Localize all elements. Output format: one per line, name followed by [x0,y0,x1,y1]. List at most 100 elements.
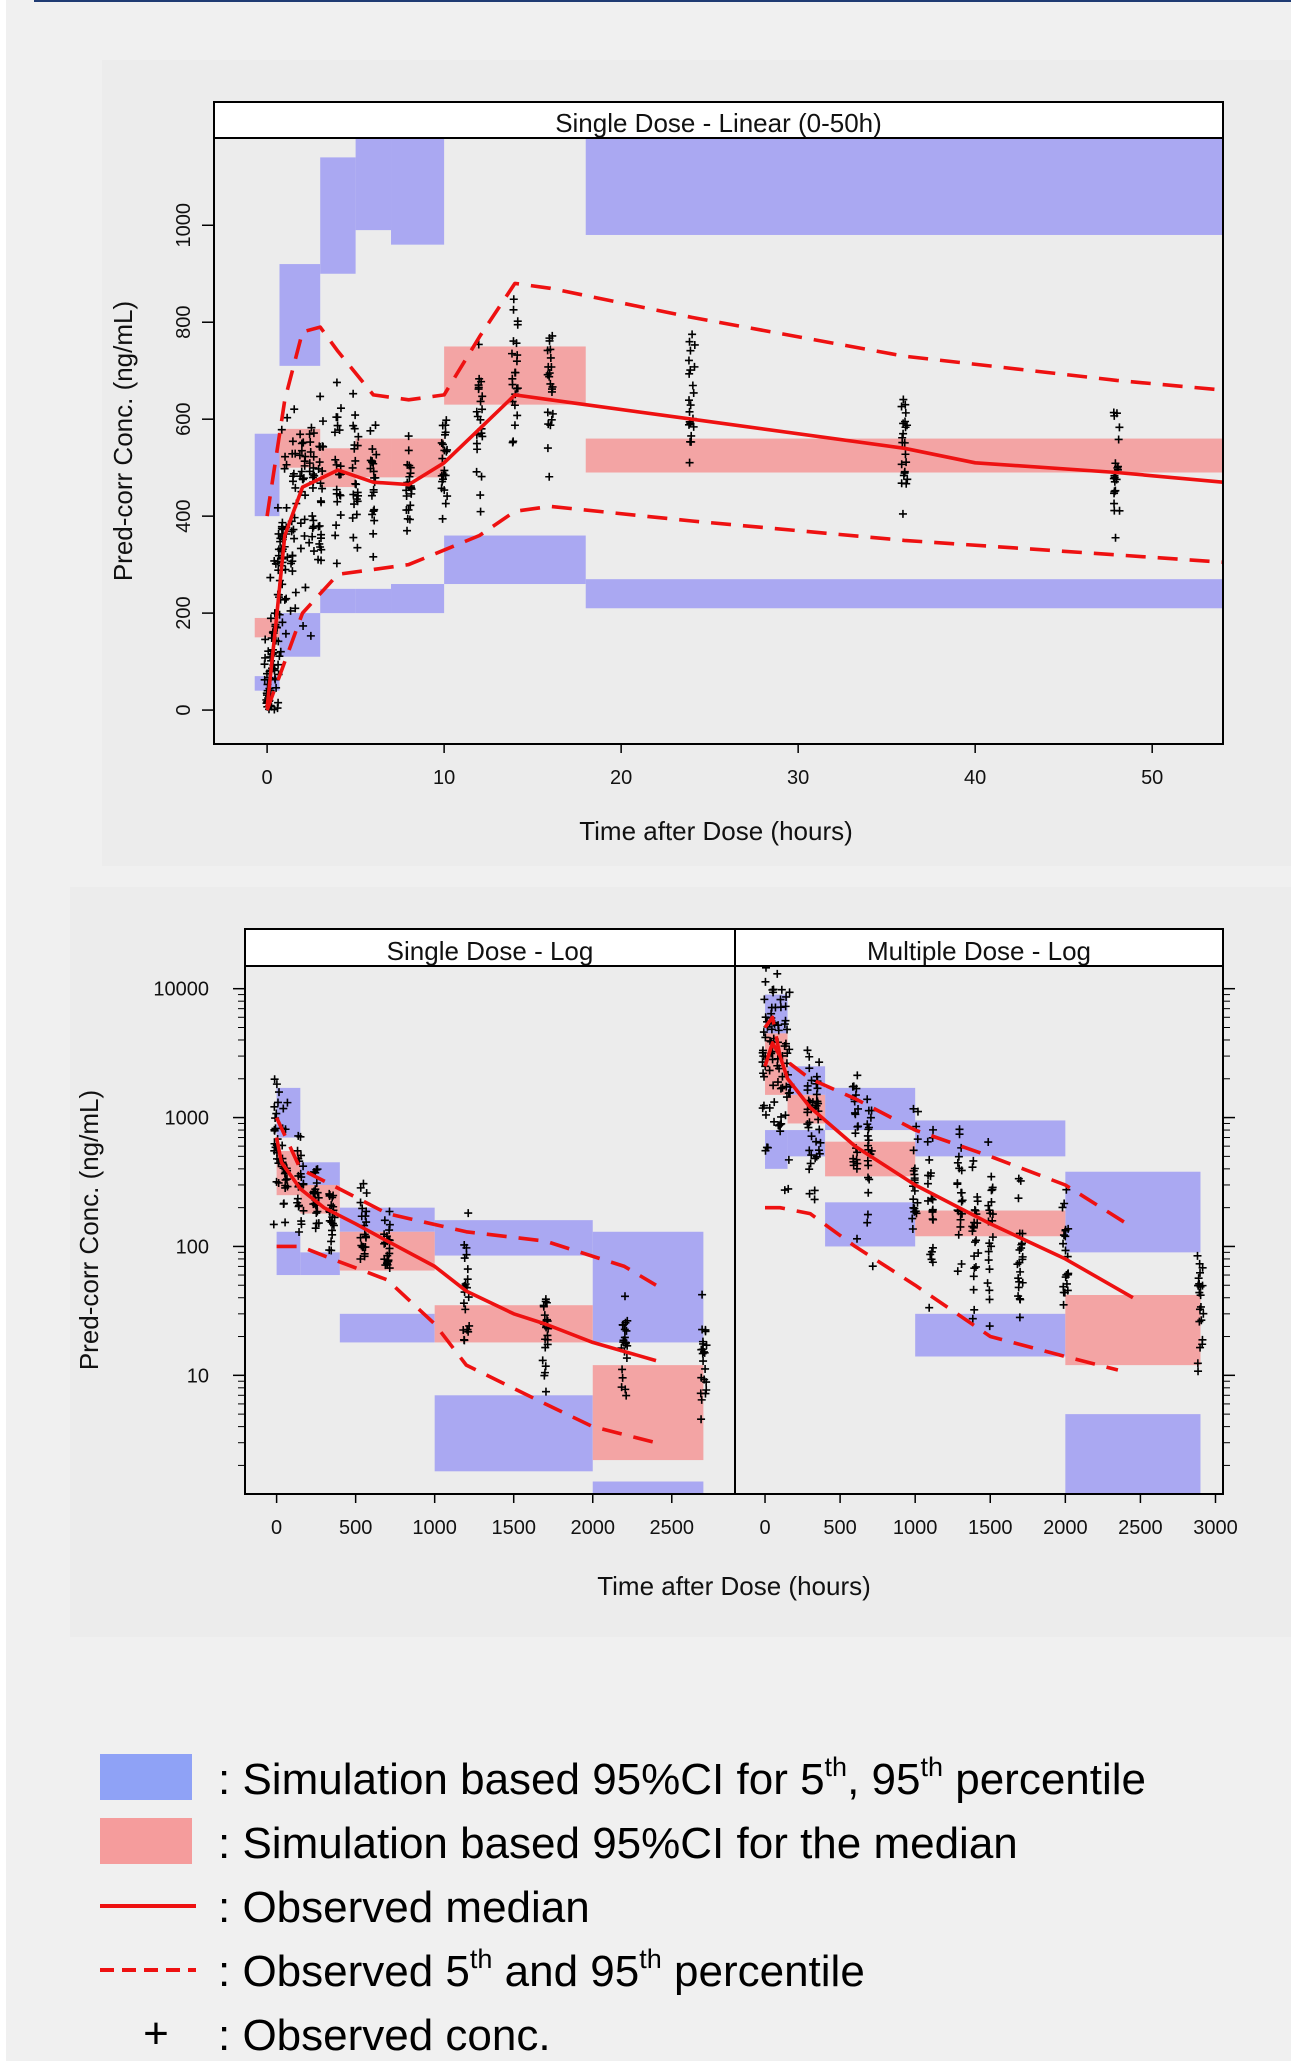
observed-conc-marker [1110,489,1119,498]
observed-conc-marker [291,483,300,492]
observed-conc-marker [773,1078,782,1087]
observed-conc-marker [803,1081,812,1090]
observed-conc-marker [622,1354,631,1363]
pi-band-rect [300,1252,340,1276]
observed-conc-marker [406,501,415,510]
pi-band-rect [825,1087,916,1131]
observed-conc-marker [767,1025,776,1034]
p5-line [276,1244,657,1445]
observed-conc-marker [332,460,341,469]
observed-conc-marker [312,1209,321,1218]
ci-median-rect [592,1365,704,1461]
observed-conc-marker [276,647,285,656]
observed-conc-marker [1015,1277,1024,1286]
observed-conc-marker [805,1165,814,1174]
legend-swatch-ci [100,1818,192,1864]
pi-band-rect [585,138,1223,235]
observed-conc-marker [620,1325,629,1334]
observed-conc-marker [984,1201,993,1210]
observed-conc-marker [402,506,411,515]
observed-conc-marker [1194,1367,1203,1376]
observed-conc-marker [685,407,694,416]
pi-band-rect [391,138,445,245]
y-tick-label: 600 [173,402,195,435]
observed-conc-marker [513,320,522,329]
x-axis-label: Time after Dose (hours) [579,816,853,846]
observed-conc-marker [438,514,447,523]
pi-band-rect [1065,1171,1201,1253]
observed-conc-marker [332,485,341,494]
observed-conc-marker [331,531,340,540]
observed-conc-marker [290,534,299,543]
observed-conc-marker [318,417,327,426]
legend-item-ci-box: : Simulation based 95%CI for the median [100,1818,1018,1868]
observed-conc-marker [541,1387,550,1396]
observed-conc-marker [853,1234,862,1243]
observed-conc-marker [476,507,485,516]
observed-conc-marker [1196,1282,1205,1291]
observed-conc-marker [685,337,694,346]
observed-conc-marker [984,1138,993,1147]
observed-conc-marker [928,1195,937,1204]
observed-conc-marker [274,1088,283,1097]
observed-conc-marker [697,1415,706,1424]
observed-conc-marker [305,538,314,547]
observed-conc-marker [512,384,521,393]
observed-conc-marker [283,553,292,562]
observed-conc-marker [380,1216,389,1225]
observed-conc-marker [864,1173,872,1182]
pi-band-rect [434,1220,593,1256]
observed-conc-marker [926,1172,935,1181]
observed-conc-marker [849,1157,858,1166]
observed-conc-marker [274,660,283,669]
observed-conc-marker [1013,1260,1022,1269]
x-tick-label: 10 [433,767,455,789]
observed-conc-marker [291,588,300,597]
observed-conc-marker [1018,1278,1027,1287]
observed-conc-marker [441,428,450,437]
observed-conc-marker [815,1125,824,1134]
observed-conc-marker [690,340,699,349]
observed-conc-marker [812,1101,821,1110]
observed-conc-marker [1059,1282,1068,1291]
observed-conc-marker [953,1267,962,1276]
observed-conc-marker [464,1293,473,1302]
observed-conc-marker [305,430,314,439]
observed-conc-marker [299,621,308,630]
observations [269,1075,711,1424]
observed-conc-marker [776,1084,785,1093]
observed-conc-marker [1061,1246,1070,1255]
observed-conc-marker [806,1159,815,1168]
top-rule [34,0,1291,2]
observed-conc-marker [543,1331,552,1340]
observed-conc-marker [403,526,412,535]
observed-conc-marker [406,463,415,472]
observed-conc-marker [619,1338,628,1347]
observed-conc-marker [261,635,270,644]
legend-item-pi-box: : Simulation based 95%CI for 5th, 95th p… [100,1752,1146,1804]
p95-line [274,1116,657,1287]
observed-conc-marker [814,1115,823,1124]
observed-conc-marker [270,1102,279,1111]
observed-conc-marker [472,467,481,476]
observed-conc-marker [460,1254,469,1263]
observed-conc-marker [928,1243,937,1252]
observed-conc-marker [360,1249,369,1258]
pi-band-rect [355,138,392,231]
x-tick-label: 2000 [570,1517,615,1539]
x-tick-label: 1500 [491,1517,536,1539]
observed-conc-marker [316,497,325,506]
observed-conc-marker [308,512,317,521]
observed-conc-marker [307,423,316,432]
observed-conc-marker [543,370,552,379]
pi-band-rect [1065,1414,1201,1494]
observed-conc-marker [369,552,378,561]
observed-conc-marker [313,1207,322,1216]
x-tick-label: 2000 [1043,1517,1088,1539]
observed-conc-marker [547,415,556,424]
observed-conc-marker [1060,1199,1069,1208]
observed-conc-marker [333,421,342,430]
observed-conc-marker [358,1242,367,1251]
observed-conc-marker [266,573,275,582]
